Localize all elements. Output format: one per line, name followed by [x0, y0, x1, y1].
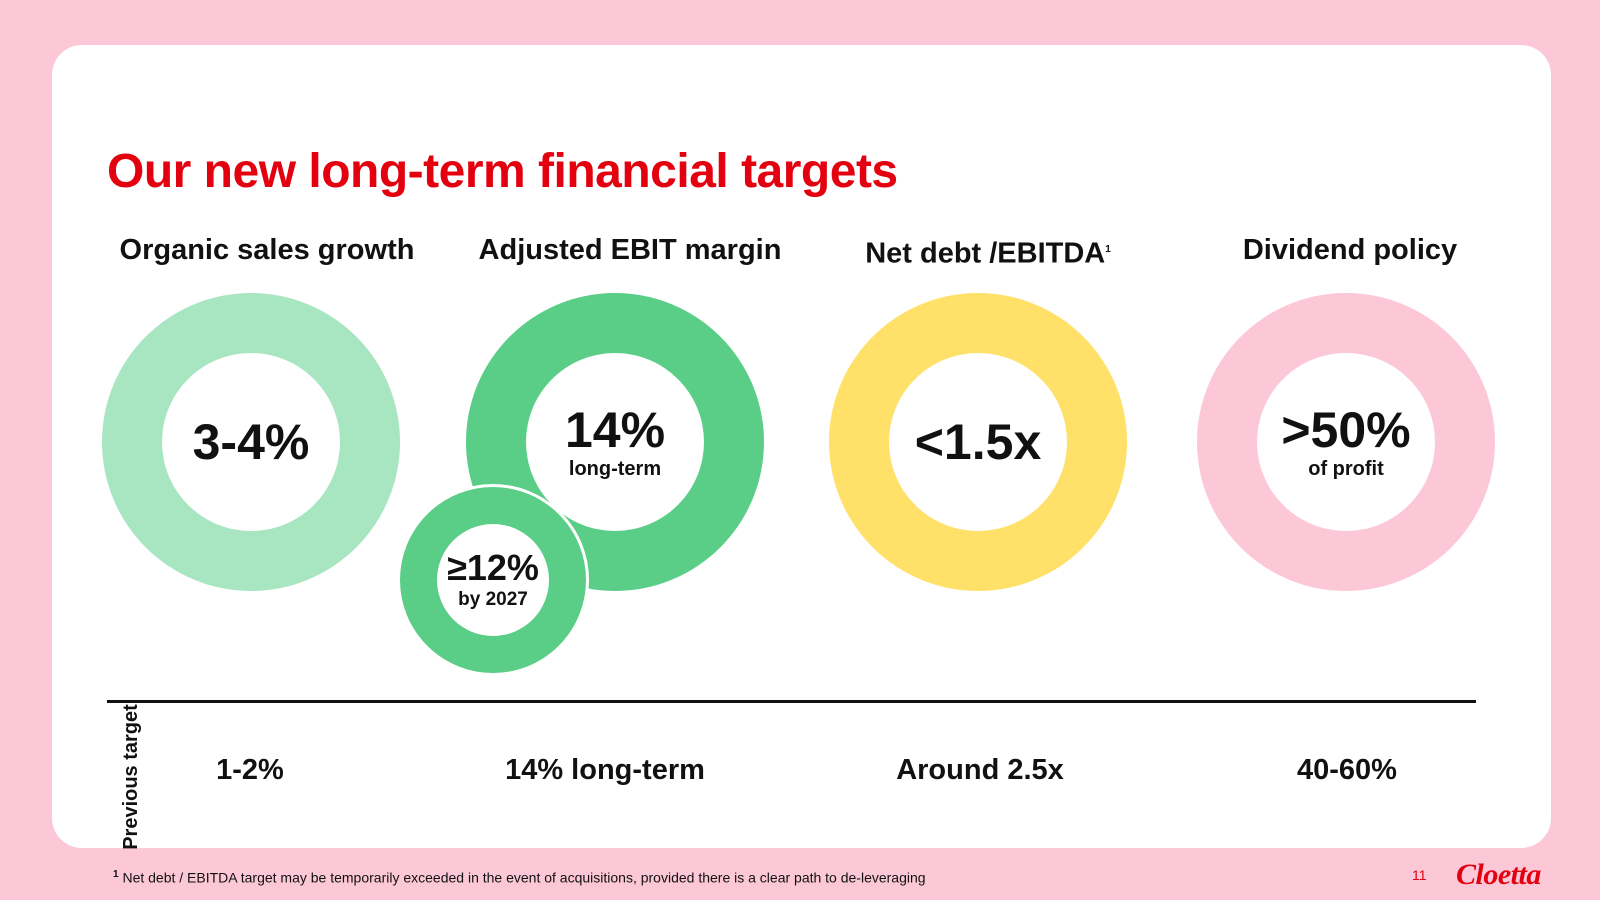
- ebit-margin-2027-sub: by 2027: [458, 589, 528, 610]
- ring-inner: ≥12% by 2027: [437, 524, 549, 636]
- previous-target-label: Previous target: [120, 704, 142, 850]
- dividend-target: >50%: [1281, 402, 1411, 458]
- ring-inner: >50% of profit: [1257, 353, 1435, 531]
- heading-organic-sales-growth: Organic sales growth: [119, 234, 415, 266]
- ebit-margin-2027-target: ≥12%: [447, 547, 539, 588]
- footnote-text: Net debt / EBITDA target may be temporar…: [122, 869, 926, 886]
- footnote: 1 Net debt / EBITDA target may be tempor…: [113, 866, 926, 887]
- heading-footnote-marker: 1: [1105, 244, 1111, 255]
- ring-inner: 3-4%: [162, 353, 340, 531]
- ring-inner: <1.5x: [889, 353, 1067, 531]
- ring-ebit-margin-2027: ≥12% by 2027: [397, 484, 589, 676]
- previous-organic-growth: 1-2%: [216, 754, 284, 786]
- ring-organic-sales-growth: 3-4%: [102, 293, 400, 591]
- previous-dividend: 40-60%: [1297, 754, 1397, 786]
- footnote-marker: 1: [113, 869, 119, 880]
- previous-net-debt: Around 2.5x: [896, 754, 1064, 786]
- ring-dividend-policy: >50% of profit: [1197, 293, 1495, 591]
- ring-net-debt-ebitda: <1.5x: [829, 293, 1127, 591]
- organic-growth-target: 3-4%: [192, 414, 310, 470]
- page-number: 11: [1412, 867, 1427, 883]
- cloetta-logo: Cloetta: [1456, 858, 1541, 891]
- ebit-margin-target: 14%: [564, 402, 666, 458]
- previous-ebit-margin: 14% long-term: [505, 754, 705, 786]
- ebit-margin-sub: long-term: [568, 458, 662, 480]
- slide-title: Our new long-term financial targets: [107, 145, 898, 198]
- dividend-sub: of profit: [1308, 458, 1384, 480]
- heading-adjusted-ebit-margin: Adjusted EBIT margin: [478, 234, 782, 266]
- net-debt-target: <1.5x: [914, 414, 1042, 470]
- heading-net-debt-ebitda: Net debt /EBITDA1: [865, 237, 1111, 270]
- divider-line: [107, 700, 1476, 703]
- heading-dividend-policy: Dividend policy: [1242, 234, 1458, 266]
- ring-inner: 14% long-term: [526, 353, 704, 531]
